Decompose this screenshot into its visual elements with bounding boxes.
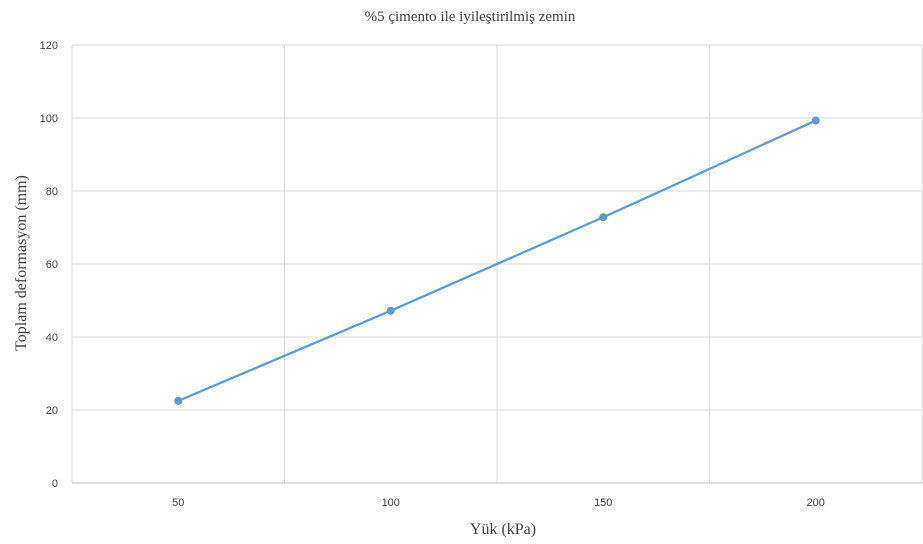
gridlines <box>71 44 923 483</box>
y-tick-label: 120 <box>40 40 58 52</box>
x-tick-label: 100 <box>382 497 400 509</box>
y-tick-label: 0 <box>52 478 58 490</box>
series-line <box>177 119 817 402</box>
y-tick-labels: 0 20 40 60 80 100 120 <box>40 40 58 490</box>
chart-title: %5 çimento ile iyileştirilmiş zemin <box>365 9 576 25</box>
series-group <box>174 116 820 405</box>
data-point <box>599 213 608 222</box>
y-tick-label: 100 <box>40 113 58 125</box>
y-tick-label: 40 <box>46 332 58 344</box>
x-tick-label: 200 <box>807 497 825 509</box>
data-point <box>386 306 395 315</box>
x-tick-label: 50 <box>172 497 184 509</box>
y-axis-title: Toplam deformasyon (mm) <box>13 175 30 351</box>
y-tick-label: 60 <box>46 259 58 271</box>
x-axis-title: Yük (kPa) <box>470 521 536 538</box>
x-tick-label: 150 <box>594 497 612 509</box>
data-point <box>174 396 183 405</box>
y-tick-label: 80 <box>46 186 58 198</box>
x-tick-labels: 50 100 150 200 <box>172 497 825 509</box>
y-tick-label: 20 <box>46 405 58 417</box>
data-point <box>811 116 820 125</box>
